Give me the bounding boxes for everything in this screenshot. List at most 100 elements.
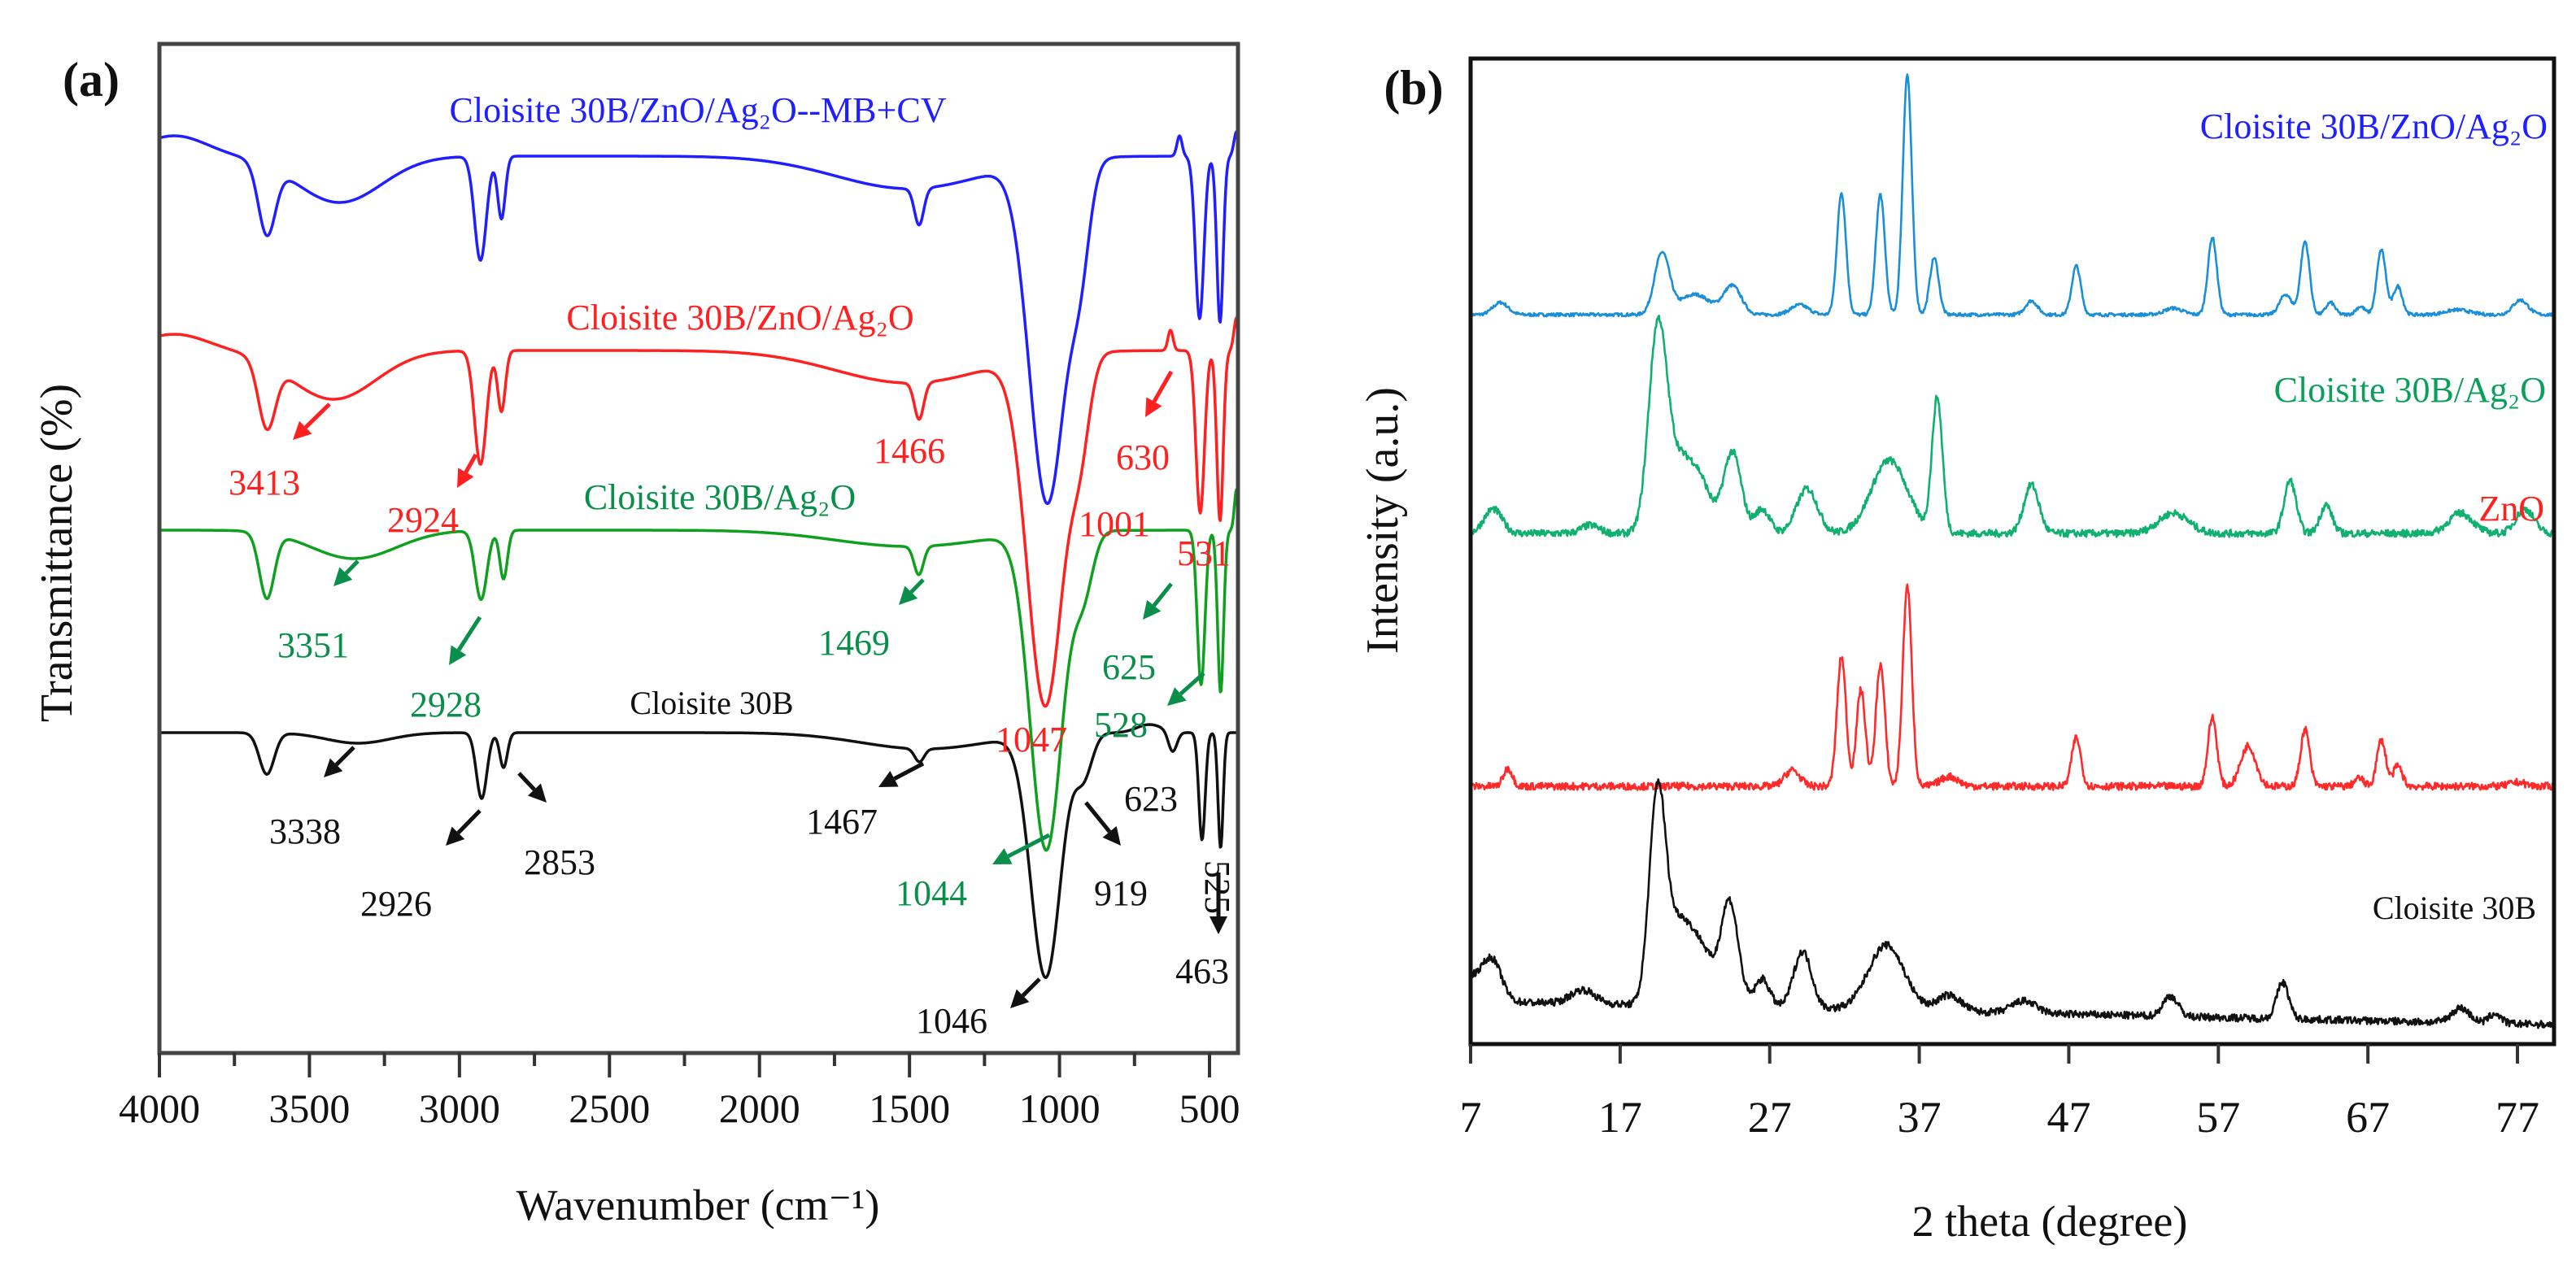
arrow-head-icon <box>1102 825 1121 846</box>
peak-label: 1467 <box>806 802 878 842</box>
plot-frame <box>157 41 1240 1055</box>
peak-annotation: 463 <box>1175 872 1229 991</box>
peak-annotation: 919 <box>1084 801 1148 913</box>
peak-annotation: 3351 <box>277 559 360 665</box>
arrow-shaft <box>334 746 355 767</box>
peak-label: 919 <box>1094 873 1148 913</box>
peak-annotation: 623 <box>1124 779 1178 819</box>
peak-label: 3351 <box>277 625 349 665</box>
y-axis-label: Intensity (a.u.) <box>1358 387 1408 654</box>
x-axis-label: Wavenumber (cm⁻¹) <box>517 1181 880 1229</box>
ftir-series-line <box>159 488 1240 852</box>
arrow-head-icon <box>1210 916 1227 934</box>
arrow-head-icon <box>446 826 465 846</box>
arrow-shaft <box>1007 833 1051 859</box>
peak-annotation: 2853 <box>517 772 595 882</box>
xrd-series-line <box>1469 778 2555 1029</box>
arrow-shaft <box>344 559 360 575</box>
peak-annotation: 1046 <box>916 977 1041 1041</box>
peak-annotation: 2928 <box>410 616 482 725</box>
arrow-head-icon <box>992 848 1013 864</box>
x-tick-label: 4000 <box>119 1086 200 1131</box>
x-tick-label: 37 <box>1898 1093 1942 1142</box>
xrd-series-line <box>1469 314 2555 538</box>
arrow-head-icon <box>293 420 312 440</box>
series-label: Cloisite 30B/ZnO/Ag₂O <box>2200 107 2548 146</box>
ftir-panel: 4000 3500 3000 2500 2000 1500 1000 500 Wavenumbe… <box>32 41 1240 1229</box>
peak-annotation: 1466 <box>874 431 945 471</box>
arrow-shaft <box>1179 672 1205 696</box>
plot-frame <box>1468 56 2556 1047</box>
peak-label: 528 <box>1094 705 1148 745</box>
panel-label: (a) <box>63 53 120 107</box>
x-tick-label: 1500 <box>869 1086 950 1131</box>
peak-label: 1466 <box>874 431 945 471</box>
series-label: Cloisite 30B/ZnO/Ag₂O--MB+CV <box>450 90 947 130</box>
peak-label: 1047 <box>996 720 1067 759</box>
peak-annotation: 625 <box>1102 582 1173 687</box>
series-label: Cloisite 30B/Ag₂O <box>2274 370 2546 410</box>
arrow-shaft <box>456 616 482 651</box>
x-tick-label: 17 <box>1598 1093 1642 1142</box>
peak-annotation: 2924 <box>387 453 478 540</box>
arrow-shaft <box>456 809 482 835</box>
arrow-shaft <box>1152 370 1174 403</box>
ftir-series-line <box>159 723 1239 979</box>
peak-annotation: 1001 <box>1079 504 1150 544</box>
peak-annotation: 1044 <box>896 833 1051 913</box>
panel-label: (b) <box>1384 61 1443 115</box>
x-tick-label: 500 <box>1179 1086 1240 1131</box>
arrow-shaft <box>303 403 331 429</box>
ftir-series-line <box>159 316 1240 708</box>
arrow-shaft <box>1152 582 1173 607</box>
peak-annotation: 531 <box>1177 533 1231 573</box>
x-tick-label: 47 <box>2046 1093 2090 1142</box>
peak-label: 3338 <box>269 812 341 851</box>
arrow-head-icon <box>527 783 547 803</box>
ftir-series-line <box>159 130 1240 506</box>
x-tick-label: 1000 <box>1019 1086 1101 1131</box>
xrd-series-line <box>1470 583 2555 791</box>
x-axis-label: 2 theta (degree) <box>1912 1197 2188 1246</box>
peak-label: 1001 <box>1079 504 1150 544</box>
peak-label: 2928 <box>410 685 482 725</box>
peak-annotation: 1467 <box>806 761 925 842</box>
peak-label: 625 <box>1102 647 1156 687</box>
peak-annotation: 630 <box>1116 370 1174 477</box>
peak-annotation: 3338 <box>269 746 355 851</box>
arrow-head-icon <box>333 567 353 586</box>
arrow-head-icon <box>1143 599 1162 620</box>
arrow-head-icon <box>324 758 343 777</box>
arrow-head-icon <box>1167 687 1187 706</box>
series-label: Cloisite 30B <box>630 685 793 721</box>
x-tick-label: 2500 <box>569 1086 650 1131</box>
peak-annotation: 1469 <box>818 578 925 663</box>
arrow-head-icon <box>899 585 918 605</box>
x-tick-label: 67 <box>2346 1093 2390 1142</box>
x-tick-label: 27 <box>1748 1093 1792 1142</box>
arrow-shaft <box>1021 977 1041 998</box>
x-tick-label: 2000 <box>719 1086 800 1131</box>
arrow-shaft <box>909 578 925 594</box>
x-tick-label: 57 <box>2196 1093 2240 1142</box>
arrow-head-icon <box>457 468 474 488</box>
xrd-panel: 7 17 27 37 47 57 67 77 2 theta (degree) Intensity… <box>1358 56 2556 1246</box>
x-tick-label: 3500 <box>268 1086 350 1131</box>
peak-label: 2924 <box>387 500 459 540</box>
arrow-head-icon <box>878 771 899 787</box>
peak-label: 1046 <box>916 1001 987 1041</box>
peak-label: 2926 <box>360 884 432 924</box>
arrow-shaft <box>1084 801 1112 833</box>
peak-annotation: 528 <box>1094 672 1205 745</box>
arrow-shaft <box>893 761 925 781</box>
peak-annotation: 2926 <box>360 809 482 924</box>
y-axis-label: Transmittance (%) <box>32 384 82 722</box>
peak-label: 623 <box>1124 779 1178 819</box>
arrow-shaft <box>464 453 478 474</box>
series-label: Cloisite 30B/Ag₂O <box>584 477 856 517</box>
peak-label: 531 <box>1177 533 1231 573</box>
peak-label: 1469 <box>818 623 890 663</box>
peak-annotation: 3413 <box>229 403 331 503</box>
peak-label: 630 <box>1116 437 1170 477</box>
